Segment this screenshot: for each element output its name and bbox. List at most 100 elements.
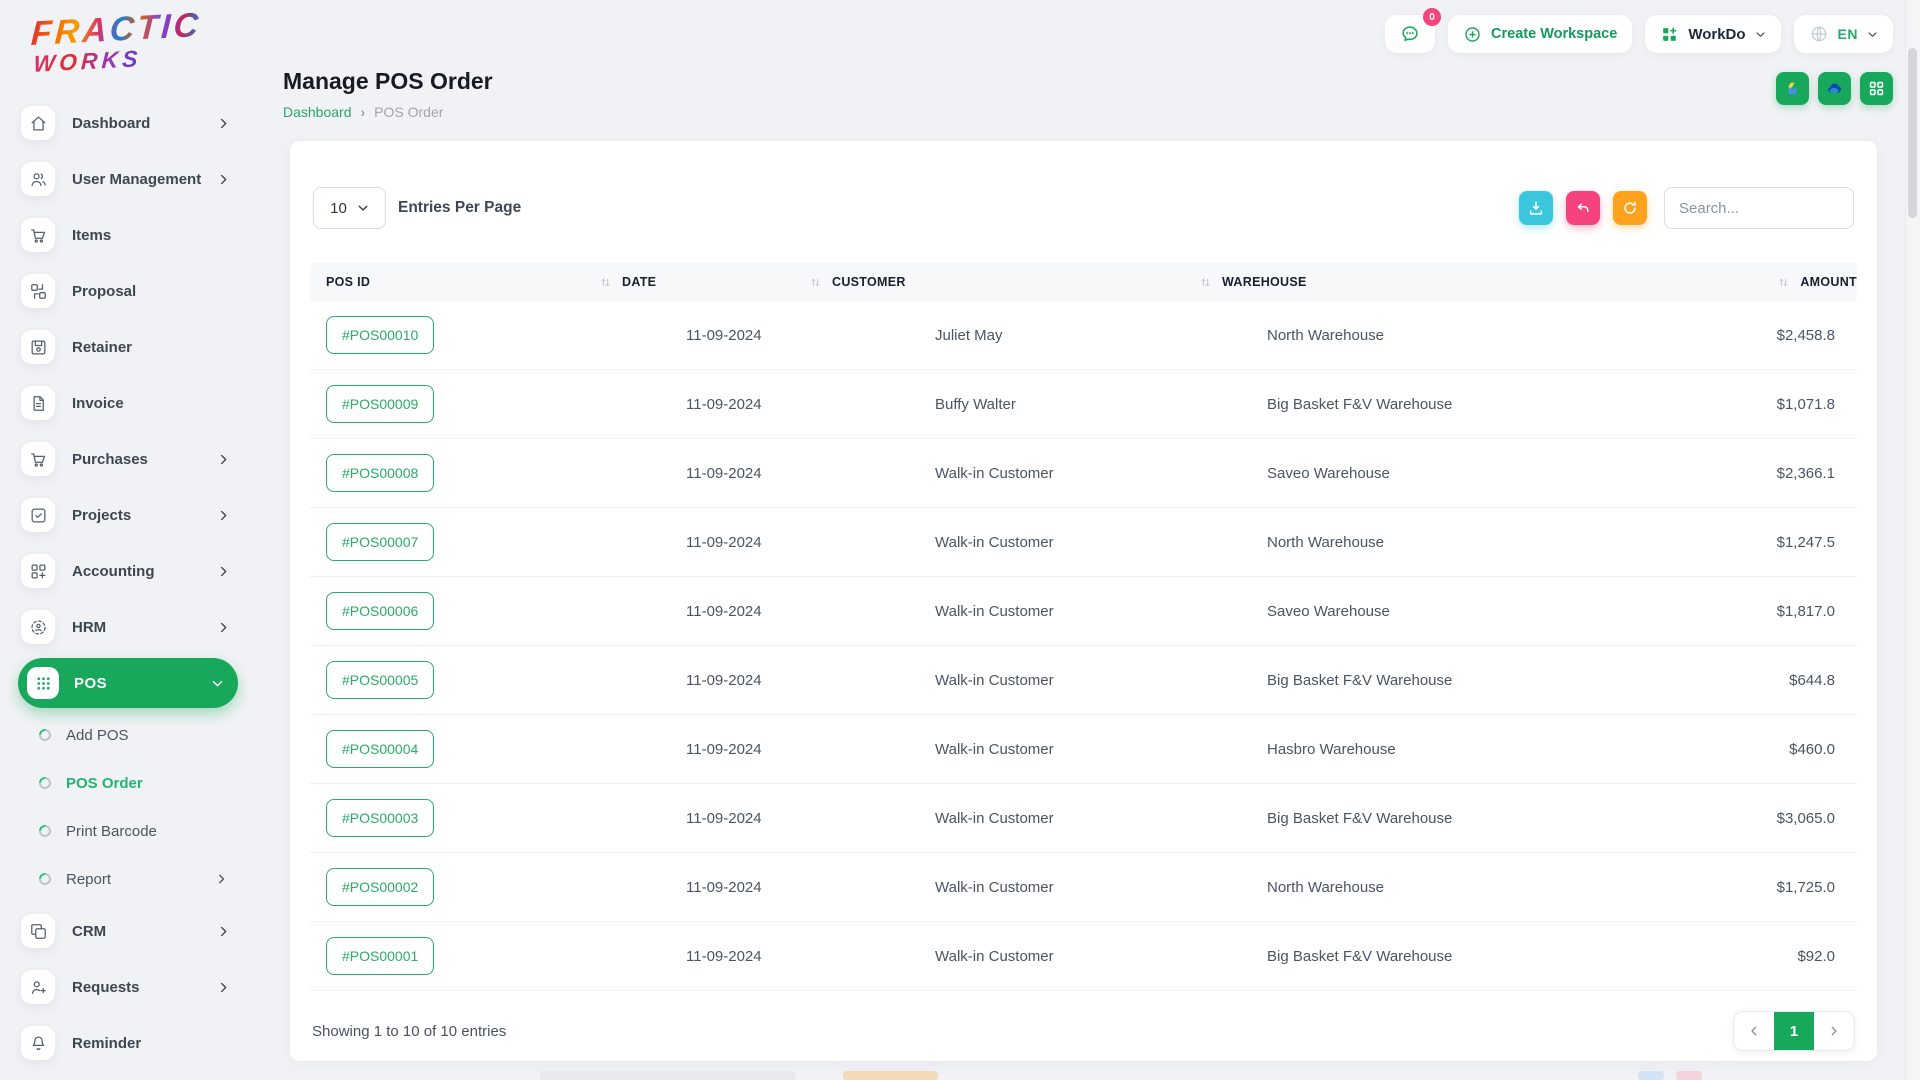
messages-button[interactable]: 0 [1385,8,1442,53]
cell-amount: $2,458.8 [1776,326,1835,344]
chevron-down-icon [1867,29,1878,40]
pagination-page-1[interactable]: 1 [1774,1012,1814,1050]
onedrive-icon [1825,79,1844,98]
sidebar-subitem-report[interactable]: Report [0,855,250,903]
sidebar-item-dashboard[interactable]: Dashboard [0,95,250,151]
cell-warehouse: North Warehouse [1267,326,1384,344]
cell-warehouse: Big Basket F&V Warehouse [1267,395,1453,413]
column-header-date[interactable]: DATE [600,275,810,289]
pos-id-link[interactable]: #POS00010 [326,316,435,354]
home-icon [21,106,55,140]
page-scrollbar[interactable] [1905,0,1920,1080]
create-workspace-button[interactable]: Create Workspace [1448,15,1633,53]
sidebar-subitem-pos-order[interactable]: POS Order [0,759,250,807]
sidebar-item-purchases[interactable]: Purchases [0,431,250,487]
cell-amount: $644.8 [1789,671,1835,689]
download-icon [1527,199,1545,217]
chevron-right-icon [217,117,230,130]
cell-customer: Walk-in Customer [935,671,1054,689]
cell-warehouse: Big Basket F&V Warehouse [1267,671,1453,689]
grid-view-button[interactable] [1860,72,1893,105]
quick-actions [1776,72,1893,105]
language-switcher[interactable]: EN [1793,15,1893,53]
export-button[interactable] [1519,191,1553,225]
cell-customer: Walk-in Customer [935,533,1054,551]
pos-id-link[interactable]: #POS00009 [326,385,435,423]
cell-date: 11-09-2024 [686,533,762,551]
sidebar-item-accounting[interactable]: Accounting [0,543,250,599]
sidebar-item-retainer[interactable]: Retainer [0,319,250,375]
pagination: 1 [1733,1011,1855,1051]
google-drive-icon [1783,79,1802,98]
cell-customer: Walk-in Customer [935,947,1054,965]
crm-icon [21,914,55,948]
table-row: #POS00009 11-09-2024 Buffy Walter Big Baske… [310,370,1857,439]
sidebar-item-pos[interactable]: POS [18,658,238,708]
entries-per-page-select[interactable]: 10 [313,187,386,229]
pos-id-link[interactable]: #POS00008 [326,454,435,492]
sidebar-item-invoice[interactable]: Invoice [0,375,250,431]
column-header-warehouse[interactable]: WAREHOUSE [1200,275,1730,289]
sidebar-subitem-add-pos[interactable]: Add POS [0,711,250,759]
pos-id-link[interactable]: #POS00002 [326,868,435,906]
cell-warehouse: Big Basket F&V Warehouse [1267,947,1453,965]
chevron-right-icon [217,565,230,578]
scrollbar-thumb[interactable] [1908,48,1917,218]
bell-icon [21,1026,55,1060]
breadcrumb-dashboard-link[interactable]: Dashboard [283,104,352,120]
entries-per-page-label: Entries Per Page [398,199,522,216]
sort-icon [810,277,821,288]
column-header-pos-id[interactable]: POS ID [326,275,371,289]
table-header-row: POS ID DATE CUSTOMER WAREHOUSE AMOUNT [310,263,1857,301]
table-body: #POS00010 11-09-2024 Juliet May North Wareh… [310,301,1857,991]
cell-warehouse: North Warehouse [1267,533,1384,551]
pos-id-link[interactable]: #POS00004 [326,730,435,768]
workspace-switcher[interactable]: WorkDo [1645,15,1781,53]
pos-order-card: 10 Entries Per Page POS ID DATECUSTOMERWA… [290,141,1877,1061]
chevron-right-icon [215,873,228,885]
pos-id-link[interactable]: #POS00001 [326,937,435,975]
chevron-left-icon [1748,1025,1760,1037]
cell-warehouse: Big Basket F&V Warehouse [1267,809,1453,827]
chevron-down-icon [1755,29,1766,40]
cell-date: 11-09-2024 [686,809,762,827]
plus-circle-icon [1463,25,1482,44]
sidebar-item-crm[interactable]: CRM [0,903,250,959]
pos-id-link[interactable]: #POS00007 [326,523,435,561]
sidebar-item-reminder[interactable]: Reminder [0,1015,250,1071]
cell-warehouse: North Warehouse [1267,878,1384,896]
onedrive-button[interactable] [1818,72,1851,105]
google-drive-button[interactable] [1776,72,1809,105]
chevron-right-icon [217,509,230,522]
sidebar-subitem-print-barcode[interactable]: Print Barcode [0,807,250,855]
cell-date: 11-09-2024 [686,395,762,413]
pos-id-link[interactable]: #POS00006 [326,592,435,630]
column-header-customer[interactable]: CUSTOMER [810,275,1200,289]
column-header-amount[interactable]: AMOUNT [1778,275,1857,289]
pagination-next-button[interactable] [1814,1012,1854,1050]
cell-date: 11-09-2024 [686,671,762,689]
sidebar-item-proposal[interactable]: Proposal [0,263,250,319]
pos-icon [27,667,59,699]
cell-amount: $1,817.0 [1776,602,1835,620]
sidebar-item-user-management[interactable]: User Management [0,151,250,207]
pos-id-link[interactable]: #POS00005 [326,661,435,699]
table-row: #POS00004 11-09-2024 Walk-in Customer Hasbr… [310,715,1857,784]
brand-line2: WORKS [32,45,143,77]
sidebar-item-items[interactable]: Items [0,207,250,263]
pagination-prev-button[interactable] [1734,1012,1774,1050]
pos-id-link[interactable]: #POS00003 [326,799,435,837]
breadcrumb-separator-icon: › [360,104,366,120]
refresh-button[interactable] [1613,191,1647,225]
brand-logo[interactable]: FRACTIC WORKS [0,0,252,102]
cell-customer: Walk-in Customer [935,878,1054,896]
sidebar-item-projects[interactable]: Projects [0,487,250,543]
cell-warehouse: Saveo Warehouse [1267,464,1390,482]
sidebar-item-hrm[interactable]: HRM [0,599,250,655]
undo-button[interactable] [1566,191,1600,225]
bullet-icon [36,774,54,792]
search-input[interactable] [1664,187,1854,229]
chevron-right-icon [217,621,230,634]
sidebar-item-requests[interactable]: Requests [0,959,250,1015]
